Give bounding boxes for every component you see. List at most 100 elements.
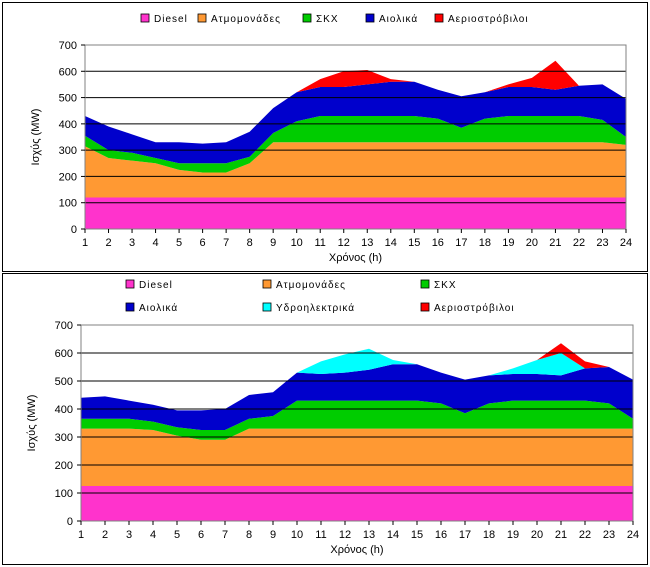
y-tick-label: 500 bbox=[55, 376, 73, 388]
y-tick-label: 400 bbox=[59, 119, 77, 131]
x-tick-label: 11 bbox=[315, 237, 326, 249]
x-tick-label: 15 bbox=[408, 237, 420, 249]
y-tick-label: 500 bbox=[59, 93, 77, 105]
x-tick-label: 3 bbox=[126, 529, 132, 541]
y-tick-label: 700 bbox=[59, 40, 77, 52]
x-tick-label: 24 bbox=[620, 237, 632, 249]
x-tick-label: 6 bbox=[198, 529, 204, 541]
legend-label: Αιολικά bbox=[139, 302, 178, 314]
x-tick-label: 5 bbox=[174, 529, 180, 541]
top-chart-panel: 0 100 200 300 400 500 600 700 1 2 3 4 5 6 7 8 9 10 11 12 13 1… bbox=[2, 2, 648, 272]
legend-swatch bbox=[365, 13, 375, 23]
x-tick-label: 12 bbox=[339, 529, 351, 541]
legend-label: ΣΚΧ bbox=[434, 280, 457, 291]
area-series-2 bbox=[85, 115, 626, 173]
legend-label: Diesel bbox=[154, 14, 188, 25]
legend-label: ΣΚΧ bbox=[316, 14, 339, 25]
x-axis-title: Χρόνος (h) bbox=[329, 252, 382, 264]
y-axis-title: Ισχύς (MW) bbox=[26, 395, 38, 452]
legend-swatch bbox=[140, 13, 150, 23]
x-tick-label: 21 bbox=[555, 529, 567, 541]
y-tick-label: 200 bbox=[59, 171, 77, 183]
legend-swatch bbox=[420, 279, 430, 289]
y-tick-label: 0 bbox=[71, 224, 77, 236]
x-tick-label: 22 bbox=[573, 237, 585, 249]
plot-border bbox=[80, 324, 634, 522]
bottom-chart-panel: 0 100 200 300 400 500 600 700 1 2 3 4 5 6 7 8 9 10 11 12 13 1… bbox=[2, 273, 648, 565]
legend-swatch bbox=[262, 302, 272, 312]
x-tick-label: 9 bbox=[270, 237, 276, 249]
legend-swatch bbox=[125, 279, 135, 289]
area-series-3 bbox=[85, 81, 626, 164]
x-tick-label: 7 bbox=[222, 529, 228, 541]
x-tick-label: 7 bbox=[223, 237, 229, 249]
y-tick-label: 300 bbox=[55, 432, 73, 444]
legend-label: Υδροηλεκτρικά bbox=[276, 302, 355, 314]
x-tick-label: 13 bbox=[363, 529, 375, 541]
legend-label: Αεριοστρόβιλοι bbox=[434, 302, 515, 314]
y-tick-label: 100 bbox=[55, 488, 73, 500]
x-tick-label: 6 bbox=[200, 237, 206, 249]
x-tick-label: 14 bbox=[387, 529, 399, 541]
legend-swatch bbox=[434, 13, 444, 23]
y-tick-label: 0 bbox=[67, 516, 73, 528]
legend-label: Αιολικά bbox=[379, 13, 418, 25]
x-tick-label: 8 bbox=[246, 529, 252, 541]
legend-swatch bbox=[197, 13, 207, 23]
y-tick-label: 100 bbox=[59, 198, 77, 210]
x-tick-label: 2 bbox=[102, 529, 108, 541]
x-tick-label: 1 bbox=[78, 529, 84, 541]
x-tick-label: 17 bbox=[459, 529, 471, 541]
x-tick-label: 23 bbox=[596, 237, 608, 249]
legend-label: Diesel bbox=[139, 280, 173, 291]
area-series-1 bbox=[85, 142, 626, 198]
y-axis-title: Ισχύς (MW) bbox=[30, 109, 42, 166]
x-tick-label: 19 bbox=[502, 237, 514, 249]
y-tick-label: 300 bbox=[59, 145, 77, 157]
x-tick-label: 13 bbox=[361, 237, 373, 249]
x-tick-label: 11 bbox=[315, 529, 326, 541]
area-series-4 bbox=[81, 348, 633, 411]
x-tick-label: 3 bbox=[129, 237, 135, 249]
legend-label: Ατμομονάδες bbox=[211, 13, 281, 25]
legend-label: Αεριοστρόβιλοι bbox=[448, 13, 529, 25]
area-series-4 bbox=[85, 60, 626, 144]
area-series-0 bbox=[85, 197, 626, 229]
x-tick-label: 22 bbox=[579, 529, 591, 541]
x-tick-label: 18 bbox=[483, 529, 495, 541]
x-tick-label: 19 bbox=[507, 529, 519, 541]
x-tick-label: 24 bbox=[627, 529, 639, 541]
x-tick-label: 20 bbox=[526, 237, 538, 249]
y-tick-label: 200 bbox=[55, 460, 73, 472]
legend-swatch bbox=[420, 302, 430, 312]
x-tick-label: 4 bbox=[150, 529, 156, 541]
legend-swatch bbox=[262, 279, 272, 289]
legend-swatch bbox=[125, 302, 135, 312]
x-tick-label: 1 bbox=[82, 237, 88, 249]
legend-swatch bbox=[302, 13, 312, 23]
x-tick-label: 4 bbox=[153, 237, 159, 249]
area-series-1 bbox=[81, 428, 633, 486]
y-tick-label: 600 bbox=[55, 348, 73, 360]
x-tick-label: 16 bbox=[435, 529, 447, 541]
x-tick-label: 9 bbox=[270, 529, 276, 541]
x-axis-title: Χρόνος (h) bbox=[330, 544, 383, 556]
x-tick-label: 8 bbox=[247, 237, 253, 249]
legend-label: Ατμομονάδες bbox=[276, 279, 346, 291]
x-tick-label: 5 bbox=[176, 237, 182, 249]
y-tick-label: 700 bbox=[55, 320, 73, 332]
plot-border bbox=[84, 44, 627, 230]
x-tick-label: 18 bbox=[479, 237, 491, 249]
x-tick-label: 10 bbox=[291, 237, 303, 249]
x-tick-label: 10 bbox=[291, 529, 303, 541]
x-tick-label: 14 bbox=[385, 237, 397, 249]
x-tick-label: 23 bbox=[603, 529, 615, 541]
x-tick-label: 15 bbox=[411, 529, 423, 541]
x-tick-label: 2 bbox=[105, 237, 111, 249]
x-tick-label: 12 bbox=[338, 237, 350, 249]
x-tick-label: 16 bbox=[432, 237, 444, 249]
x-tick-label: 21 bbox=[549, 237, 561, 249]
area-series-0 bbox=[81, 486, 633, 521]
